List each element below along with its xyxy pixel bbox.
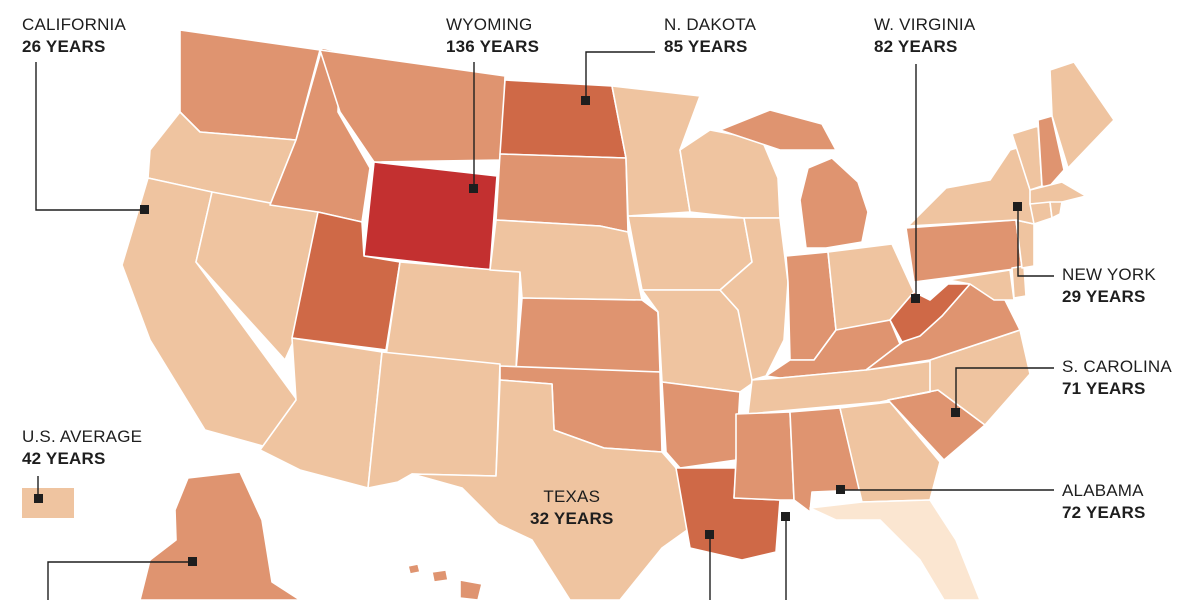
state-maine [1049,61,1115,169]
state-georgia [839,401,941,503]
state-south-dakota [495,153,629,233]
state-wisconsin [679,129,781,219]
us-average-swatch [22,488,74,518]
callout-south-carolina: S. CAROLINA 71 YEARS [1062,356,1172,400]
state-hawaii-2 [431,569,449,583]
state-mississippi [733,411,795,501]
marker-new-york [1013,202,1022,211]
callout-texas: TEXAS 32 YEARS [530,486,614,530]
state-new-mexico [367,351,501,489]
callout-us-average: U.S. AVERAGE 42 YEARS [22,426,142,470]
callout-alabama-name: ALABAMA [1062,481,1144,500]
callout-new-york: NEW YORK 29 YEARS [1062,264,1156,308]
state-delaware [1011,265,1027,299]
leader-new-york [1017,206,1054,277]
state-kansas [515,297,661,373]
callout-north-dakota-value: 85 YEARS [664,37,748,56]
state-hawaii-1 [407,563,421,575]
callout-new-york-value: 29 YEARS [1062,287,1146,306]
marker-us-average [34,494,43,503]
marker-west-virginia [911,294,920,303]
callout-wyoming-value: 136 YEARS [446,37,540,56]
marker-south-carolina [951,408,960,417]
callout-north-dakota-name: N. DAKOTA [664,15,757,34]
leader-california [35,62,145,211]
callout-texas-name: TEXAS [543,487,601,506]
state-connecticut [1029,201,1053,225]
state-new-hampshire [1037,115,1065,189]
callout-west-virginia-value: 82 YEARS [874,37,958,56]
callout-alabama: ALABAMA 72 YEARS [1062,480,1146,524]
callout-west-virginia: W. VIRGINIA 82 YEARS [874,14,975,58]
callout-new-york-name: NEW YORK [1062,265,1156,284]
marker-alabama [836,485,845,494]
callout-wyoming: WYOMING 136 YEARS [446,14,539,58]
marker-louisiana [705,530,714,539]
marker-california [140,205,149,214]
state-idaho [269,47,371,223]
state-michigan-upper [719,109,837,151]
state-north-dakota [499,79,627,159]
marker-wyoming [469,184,478,193]
callout-california-value: 26 YEARS [22,37,106,56]
callout-north-dakota: N. DAKOTA 85 YEARS [664,14,756,58]
callout-south-carolina-name: S. CAROLINA [1062,357,1172,376]
callout-wyoming-name: WYOMING [446,15,533,34]
state-illinois [719,217,789,381]
leader-south-carolina [955,367,1054,412]
callout-alabama-value: 72 YEARS [1062,503,1146,522]
state-rhode-island [1049,201,1063,219]
marker-alaska [188,557,197,566]
state-arkansas [661,381,741,469]
callout-west-virginia-name: W. VIRGINIA [874,15,976,34]
state-michigan [799,157,869,249]
state-hawaii-3 [459,579,483,600]
marker-north-dakota [581,96,590,105]
state-north-carolina [887,329,1031,426]
state-texas [411,379,691,600]
state-alaska [139,471,301,600]
callout-texas-value: 32 YEARS [530,509,614,528]
leader-north-dakota [585,51,655,100]
callout-south-carolina-value: 71 YEARS [1062,379,1146,398]
marker-mississippi [781,512,790,521]
state-wyoming [363,161,498,271]
callout-us-average-value: 42 YEARS [22,449,106,468]
callout-california-name: CALIFORNIA [22,15,127,34]
state-massachusetts [1029,181,1087,205]
callout-california: CALIFORNIA 26 YEARS [22,14,126,58]
state-florida [809,499,981,600]
state-washington [179,29,321,141]
callout-us-average-name: U.S. AVERAGE [22,427,143,446]
leader-alaska [47,561,193,600]
state-maryland [947,269,1015,301]
